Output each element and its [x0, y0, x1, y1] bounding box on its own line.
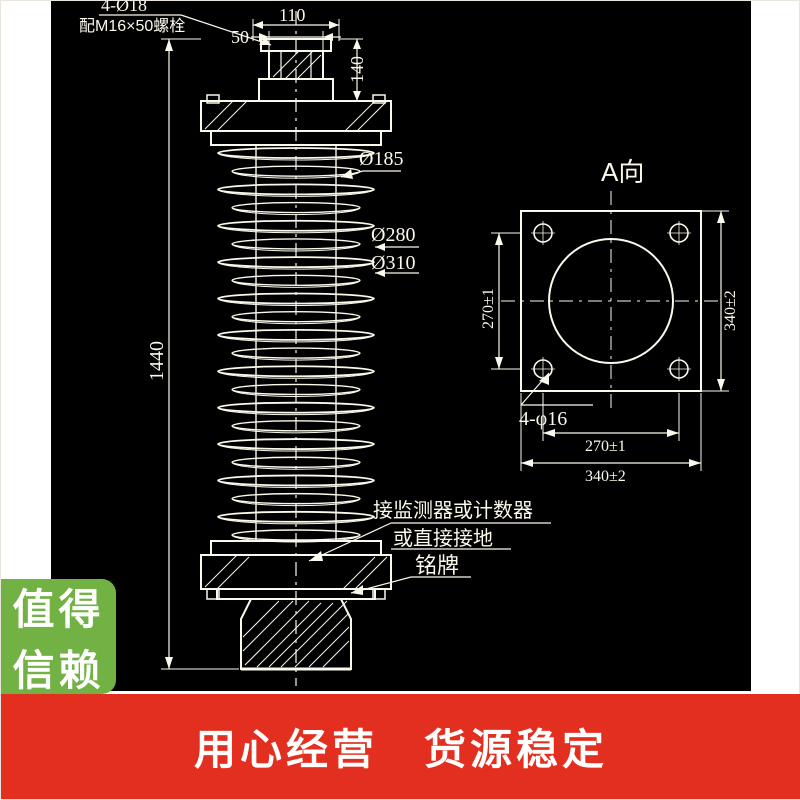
view-A: A向: [480, 157, 739, 485]
cad-drawing-area: 110 50 140: [51, 1, 751, 691]
dim-1440: 1440: [146, 39, 239, 669]
view-A-title: A向: [601, 157, 644, 187]
bottom-banner: 用心经营货源稳定: [1, 694, 800, 799]
dim-340v-text: 340±2: [722, 290, 739, 331]
monitor-text-1: 接监测器或计数器: [373, 499, 533, 522]
dim-110-text: 110: [279, 5, 305, 25]
monitor-text-2: 或直接接地: [393, 527, 493, 550]
d310-text: Ø310: [371, 252, 415, 274]
d280-text: Ø280: [371, 224, 415, 246]
dim-140-text: 140: [347, 56, 367, 83]
dim-110: 110: [253, 5, 339, 41]
leader-d280: Ø280: [371, 224, 419, 251]
trust-badge: 值得 信赖: [1, 579, 116, 694]
leader-nameplate: 铭牌: [351, 553, 471, 595]
cad-svg: 110 50 140: [51, 1, 751, 691]
leader-4-o18-sub: 配M16×50螺栓: [79, 17, 185, 35]
banner-text-a: 用心经营: [194, 726, 378, 773]
trust-badge-line2: 信赖: [12, 637, 104, 698]
card: 110 50 140: [0, 0, 800, 800]
trust-badge-line1: 值得: [12, 576, 104, 637]
bottom-banner-text: 用心经营货源稳定: [194, 716, 608, 777]
banner-text-b: 货源稳定: [424, 726, 608, 773]
dim-270h-text: 270±1: [585, 438, 626, 455]
nameplate-text: 铭牌: [415, 553, 459, 578]
dim-1440-text: 1440: [146, 341, 168, 381]
dim-340h-text: 340±2: [585, 468, 626, 485]
root: 110 50 140: [0, 0, 800, 800]
leader-4-o18-text: 4-Ø18: [101, 1, 147, 15]
leader-d185: Ø185: [341, 148, 403, 179]
leader-4phi16: 4-φ16: [519, 373, 593, 430]
leader-d310: Ø310: [371, 252, 419, 277]
dim-270v-text: 270±1: [480, 288, 497, 329]
dim-140: 140: [339, 39, 367, 101]
leader-monitor: 接监测器或计数器 或直接接地: [309, 499, 551, 561]
d185-text: Ø185: [359, 148, 403, 170]
